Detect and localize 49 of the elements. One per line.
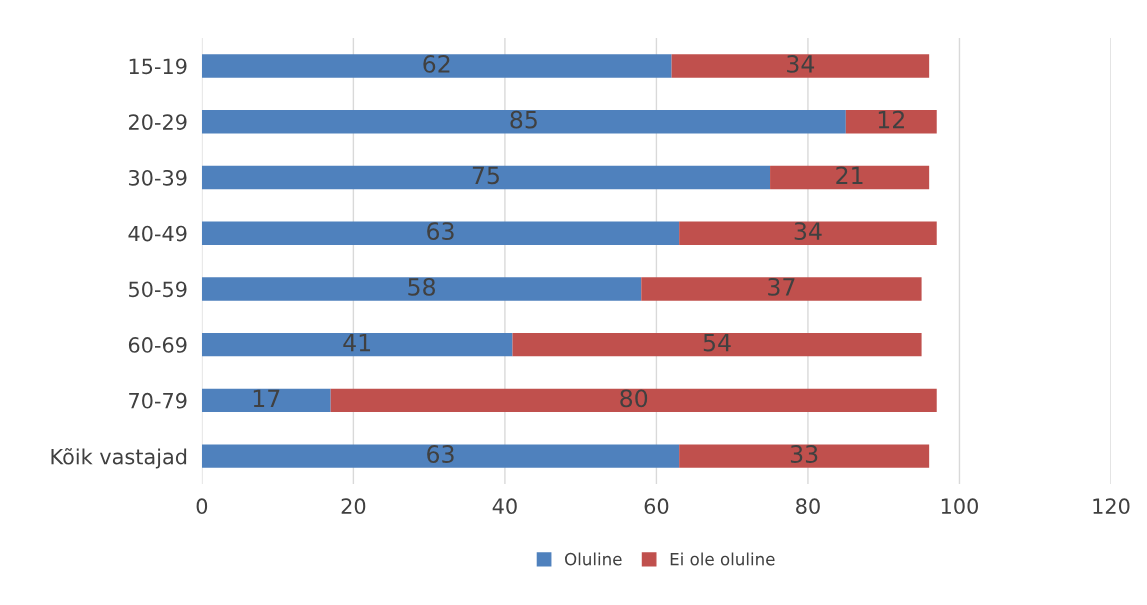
bar (671, 54, 930, 78)
legend-label: Oluline (565, 552, 622, 566)
data-label: 41 (343, 333, 371, 352)
data-label: 12 (878, 110, 904, 129)
data-label: 17 (253, 389, 280, 407)
legend-label: Ei ole oluline (670, 552, 775, 566)
bar (201, 332, 513, 357)
bar (201, 165, 771, 190)
y-tick-label: 15-19 (129, 58, 187, 75)
x-tick-label: 100 (941, 498, 978, 515)
x-tick-label: 20 (341, 498, 366, 515)
bar (770, 165, 930, 190)
y-tick-label: 30-39 (129, 169, 187, 186)
data-label: 85 (510, 110, 537, 129)
bar (201, 110, 846, 134)
data-label: 34 (787, 54, 815, 73)
data-label: 58 (408, 277, 435, 296)
y-tick-label: 40-49 (128, 225, 187, 242)
data-label: 34 (794, 222, 822, 241)
data-label: 63 (427, 222, 454, 241)
data-label: 54 (703, 333, 731, 352)
bar (201, 444, 680, 468)
bar (679, 444, 930, 468)
bar (201, 221, 680, 245)
x-tick-label: 60 (644, 498, 669, 515)
data-label: 80 (620, 389, 648, 408)
y-tick-label: 50-59 (129, 281, 187, 298)
x-tick-label: 40 (492, 498, 517, 515)
x-tick-label: 80 (796, 498, 820, 515)
bar (201, 54, 672, 78)
bar (201, 277, 642, 301)
bar (845, 110, 937, 134)
bar (201, 388, 331, 413)
data-label: 21 (836, 166, 863, 184)
data-label: 75 (472, 166, 499, 185)
bar (330, 388, 937, 413)
x-tick-label: 0 (196, 498, 208, 515)
data-label: 62 (423, 54, 450, 73)
data-label: 33 (790, 445, 818, 463)
data-label: 37 (768, 277, 795, 296)
y-tick-label: 20-29 (128, 114, 187, 130)
data-label: 63 (427, 445, 454, 463)
bar (641, 277, 922, 301)
y-tick-label: 70-79 (129, 392, 187, 409)
x-tick-label: 120 (1093, 498, 1130, 515)
y-tick-label: 60-69 (128, 337, 187, 353)
y-tick-label: Kõik vastajad (51, 448, 187, 469)
bar (512, 332, 922, 357)
bar (679, 221, 937, 245)
